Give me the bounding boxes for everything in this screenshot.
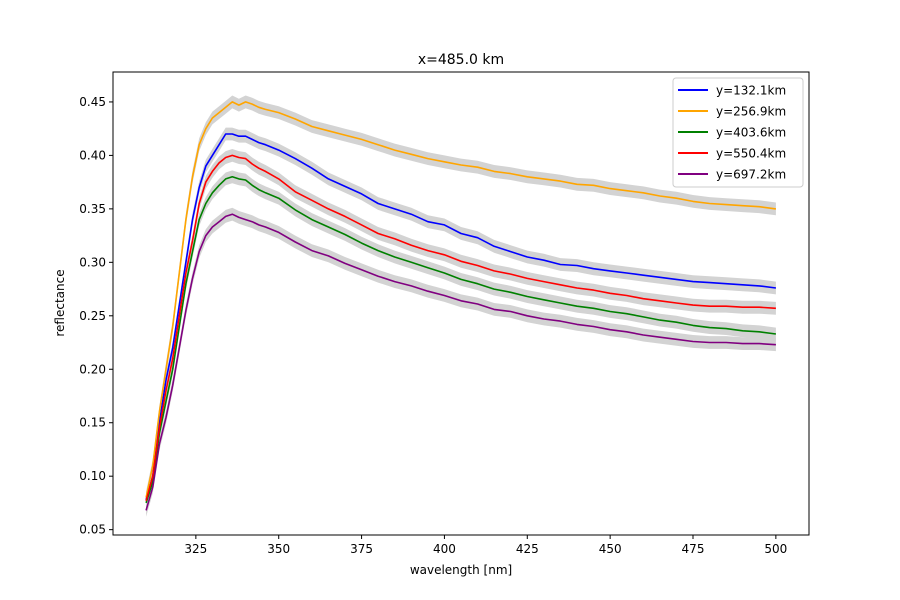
- y-tick-label: 0.45: [79, 95, 106, 109]
- y-tick-label: 0.10: [79, 469, 106, 483]
- y-tick-label: 0.40: [79, 148, 106, 162]
- legend-label-4: y=697.2km: [716, 168, 786, 182]
- series-lines: [145, 101, 777, 511]
- series-line-3: [145, 154, 776, 502]
- legend-label-2: y=403.6km: [716, 126, 786, 140]
- legend-label-0: y=132.1km: [716, 84, 786, 98]
- x-tick-label: 500: [764, 542, 787, 556]
- y-tick-label: 0.15: [79, 416, 106, 430]
- x-tick-label: 450: [599, 542, 622, 556]
- legend-box: [672, 77, 804, 188]
- chart-title: x=485.0 km: [418, 52, 504, 68]
- legend-label-1: y=256.9km: [716, 105, 786, 119]
- x-tick-label: 325: [184, 542, 207, 556]
- y-tick-label: 0.35: [79, 202, 106, 216]
- y-tick-label: 0.05: [79, 523, 106, 537]
- x-tick-label: 425: [516, 542, 539, 556]
- band-series-2: [146, 170, 776, 510]
- series-line-0: [145, 133, 777, 500]
- y-axis-label: reflectance: [53, 269, 67, 336]
- y-tick-label: 0.25: [79, 309, 106, 323]
- confidence-bands: [146, 95, 776, 517]
- band-series-0: [146, 127, 776, 507]
- series-line-2: [145, 176, 777, 504]
- series-line-4: [145, 213, 776, 511]
- series-line-1: [145, 101, 777, 498]
- x-tick-label: 375: [350, 542, 373, 556]
- legend: y=132.1km y=256.9km y=403.6km y=550.4km y=69…: [672, 77, 804, 188]
- y-axis: 0.05 0.10 0.15 0.20 0.25 0.30 0.35 0.40 0.45: [79, 95, 113, 537]
- x-tick-label: 475: [682, 542, 705, 556]
- y-tick-label: 0.30: [79, 255, 106, 269]
- x-tick-label: 350: [267, 542, 290, 556]
- legend-label-3: y=550.4km: [716, 147, 786, 161]
- x-tick-label: 400: [433, 542, 456, 556]
- x-axis: 325 350 375 400 425 450 475 500: [184, 535, 787, 556]
- plot-frame: [112, 71, 810, 536]
- x-axis-label: wavelength [nm]: [410, 563, 512, 577]
- y-tick-label: 0.20: [79, 362, 106, 376]
